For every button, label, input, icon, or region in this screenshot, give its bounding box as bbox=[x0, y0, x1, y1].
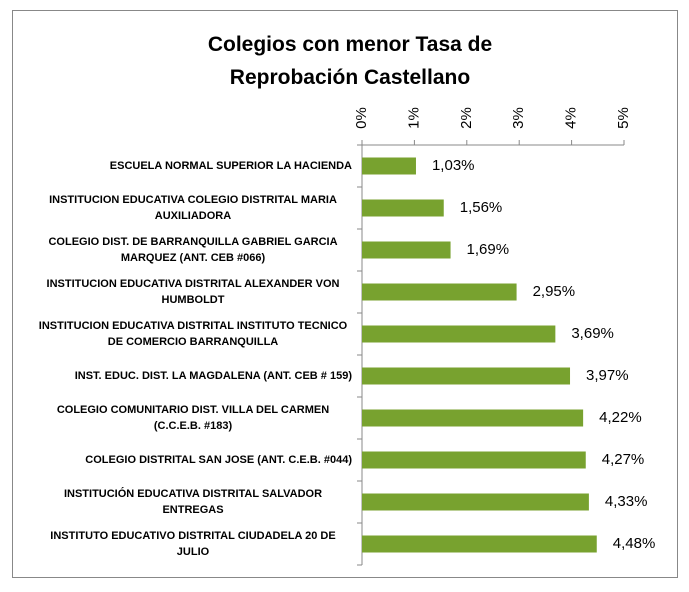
chart-title: Colegios con menor Tasa de Reprobación C… bbox=[207, 33, 493, 89]
data-label: 4,27% bbox=[602, 451, 645, 468]
category-label-box: INSTITUCION EDUCATIVA COLEGIO DISTRITAL … bbox=[20, 187, 352, 229]
y-tick-label: INSTITUCION EDUCATIVA COLEGIO DISTRITAL … bbox=[49, 194, 337, 222]
x-tick-label: 1% bbox=[405, 107, 422, 129]
category-label-box: INSTITUCION EDUCATIVA DISTRITAL INSTITUT… bbox=[20, 313, 352, 355]
x-tick-label: 2% bbox=[458, 107, 475, 129]
data-label: 3,69% bbox=[571, 325, 614, 342]
category-label-box: INSTITUCION EDUCATIVA DISTRITAL ALEXANDE… bbox=[20, 271, 352, 313]
y-tick-label: INSTITUCION EDUCATIVA DISTRITAL INSTITUT… bbox=[38, 320, 348, 348]
data-label: 4,48% bbox=[613, 535, 656, 552]
data-label: 3,97% bbox=[586, 367, 629, 384]
x-tick-label: 3% bbox=[510, 107, 527, 129]
category-label-box: INSTITUTO EDUCATIVO DISTRITAL CIUDADELA … bbox=[20, 523, 352, 565]
x-tick-label: 4% bbox=[563, 107, 580, 129]
y-tick-label: INSTITUTO EDUCATIVO DISTRITAL CIUDADELA … bbox=[50, 530, 336, 558]
y-tick-label: COLEGIO DISTRITAL SAN JOSE (ANT. C.E.B. … bbox=[85, 454, 352, 466]
chart-border bbox=[12, 10, 678, 578]
category-label-box: INST. EDUC. DIST. LA MAGDALENA (ANT. CEB… bbox=[20, 355, 352, 397]
bar bbox=[362, 451, 586, 469]
category-label-box: COLEGIO DIST. DE BARRANQUILLA GABRIEL GA… bbox=[20, 229, 352, 271]
bar bbox=[362, 325, 556, 343]
y-tick-label: COLEGIO DIST. DE BARRANQUILLA GABRIEL GA… bbox=[48, 236, 338, 264]
bar bbox=[362, 157, 416, 175]
data-label: 1,03% bbox=[432, 157, 475, 174]
category-label-box: INSTITUCIÓN EDUCATIVA DISTRITAL SALVADOR… bbox=[20, 481, 352, 523]
bar bbox=[362, 535, 597, 553]
x-tick-label: 0% bbox=[353, 107, 370, 129]
bar bbox=[362, 241, 451, 259]
data-label: 4,22% bbox=[599, 409, 642, 426]
bar bbox=[362, 283, 517, 301]
category-label-box: ESCUELA NORMAL SUPERIOR LA HACIENDA bbox=[20, 145, 352, 187]
bar bbox=[362, 493, 589, 511]
bar bbox=[362, 409, 584, 427]
category-label-box: COLEGIO DISTRITAL SAN JOSE (ANT. C.E.B. … bbox=[20, 439, 352, 481]
y-tick-label: ESCUELA NORMAL SUPERIOR LA HACIENDA bbox=[109, 160, 352, 172]
data-label: 1,56% bbox=[460, 199, 503, 216]
bar bbox=[362, 367, 571, 385]
x-tick-label: 5% bbox=[615, 107, 632, 129]
y-tick-label: COLEGIO COMUNITARIO DIST. VILLA DEL CARM… bbox=[56, 404, 330, 432]
data-label: 1,69% bbox=[467, 241, 510, 258]
category-label-box: COLEGIO COMUNITARIO DIST. VILLA DEL CARM… bbox=[20, 397, 352, 439]
data-label: 4,33% bbox=[605, 493, 648, 510]
data-label: 2,95% bbox=[533, 283, 576, 300]
y-tick-label: INSTITUCION EDUCATIVA DISTRITAL ALEXANDE… bbox=[46, 278, 340, 306]
bar bbox=[362, 199, 444, 217]
y-tick-label: INSTITUCIÓN EDUCATIVA DISTRITAL SALVADOR… bbox=[63, 488, 323, 516]
y-tick-label: INST. EDUC. DIST. LA MAGDALENA (ANT. CEB… bbox=[74, 370, 352, 382]
